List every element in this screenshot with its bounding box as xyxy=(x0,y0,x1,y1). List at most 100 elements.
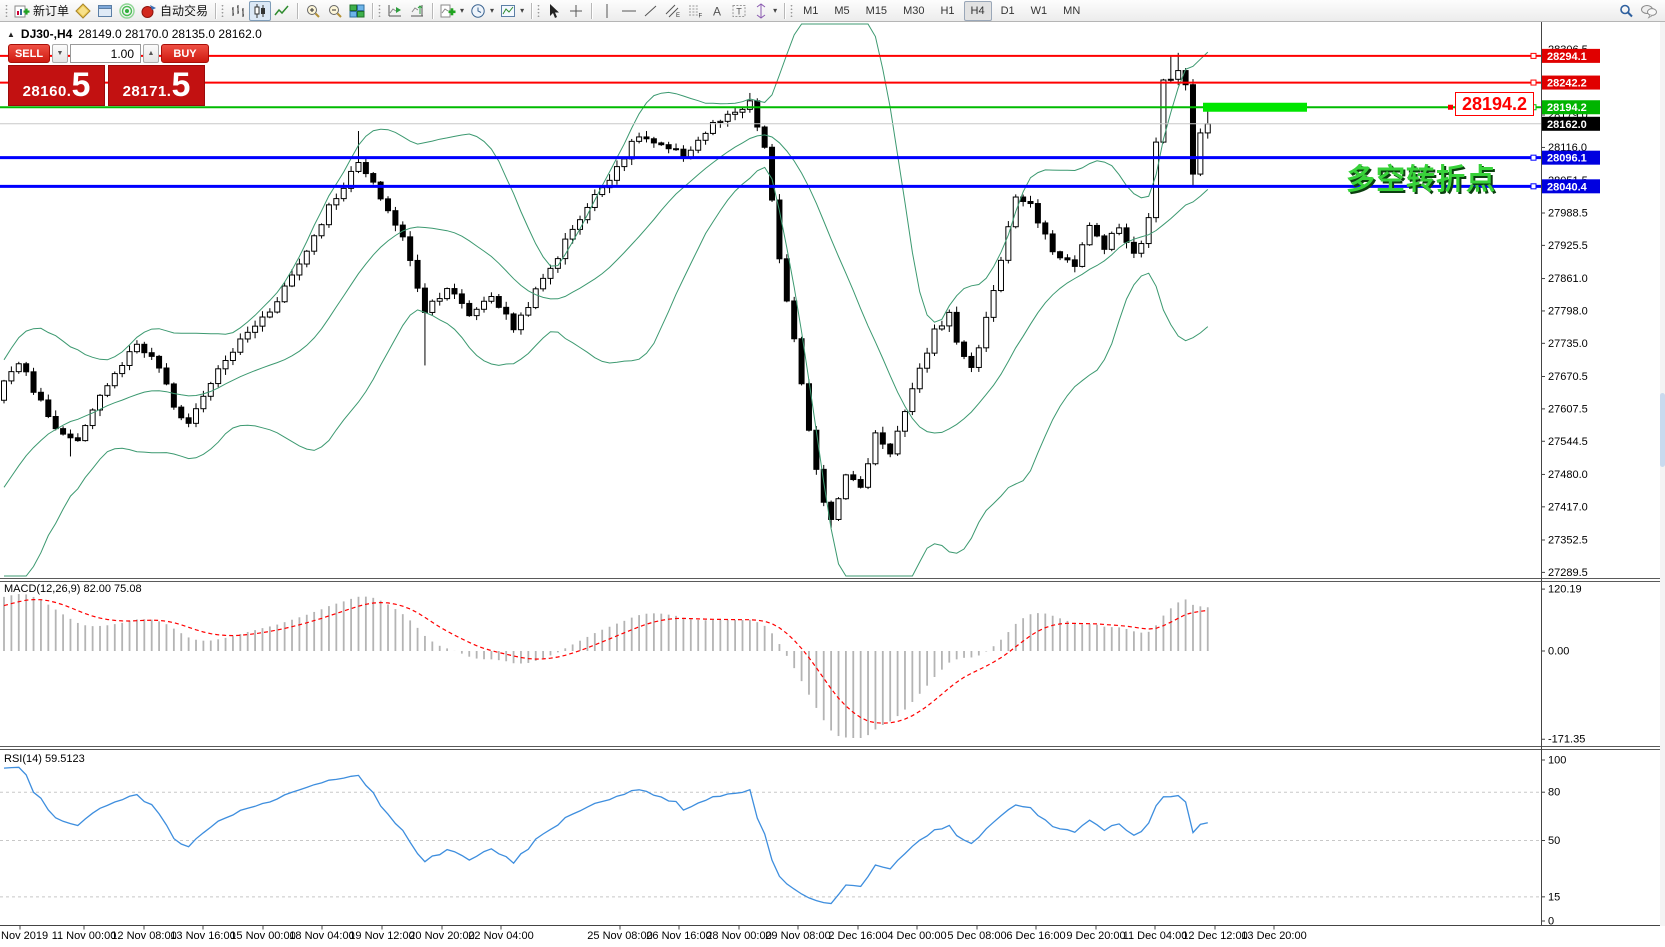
fibonacci-icon: F xyxy=(689,5,703,19)
candle-body xyxy=(961,341,968,357)
candle-body xyxy=(1123,227,1130,243)
timeframe-button-mn[interactable]: MN xyxy=(1063,4,1081,17)
toolbar-grip[interactable] xyxy=(378,3,382,18)
candle-body xyxy=(1116,227,1123,234)
volume-input[interactable]: 1.00 xyxy=(70,44,141,63)
toolbar-grip[interactable] xyxy=(5,3,8,18)
volume-increase-button[interactable]: ▲ xyxy=(143,44,159,63)
autotrading-button[interactable]: 自动交易 xyxy=(138,1,211,21)
price-tick-label: 27670.5 xyxy=(1548,371,1588,383)
candle-body xyxy=(894,430,901,455)
candle-body xyxy=(754,100,761,128)
indicators-button[interactable]: ▾ xyxy=(437,1,467,21)
horizontal-line-button[interactable] xyxy=(618,1,640,21)
time-tick-label: 2 Dec 16:00 xyxy=(828,930,888,942)
signals-button[interactable] xyxy=(116,1,138,21)
timeframe-button-m30[interactable]: M30 xyxy=(903,4,925,17)
fibonacci-button[interactable]: F xyxy=(684,1,706,21)
collapse-panel-icon[interactable]: ▲ xyxy=(7,29,15,39)
candle-body xyxy=(798,338,805,385)
text-button[interactable]: A xyxy=(706,1,728,21)
time-tick-label: 4 Dec 00:00 xyxy=(887,930,947,942)
chat-button[interactable] xyxy=(1637,1,1661,21)
candle-body xyxy=(148,352,155,357)
cursor-button[interactable] xyxy=(543,1,565,21)
symbols-button[interactable] xyxy=(72,1,94,21)
candle-body xyxy=(377,181,384,200)
sell-price-box[interactable]: 28160. 5 xyxy=(8,65,105,106)
periods-button[interactable]: ▾ xyxy=(467,1,497,21)
timeframe-button-d1[interactable]: D1 xyxy=(1000,4,1015,17)
timeframe-button-w1[interactable]: W1 xyxy=(1030,4,1048,17)
candle-body xyxy=(303,250,310,265)
candle-body xyxy=(1145,217,1152,245)
text-label-button[interactable]: T xyxy=(728,1,750,21)
hline-handle xyxy=(1530,183,1537,190)
buy-price-box[interactable]: 28171. 5 xyxy=(108,65,205,106)
arrows-button[interactable]: ▾ xyxy=(750,1,780,21)
candle-body xyxy=(1064,257,1071,261)
candle-body xyxy=(968,355,975,368)
auto-scroll-button[interactable] xyxy=(384,1,406,21)
toolbar-grip[interactable] xyxy=(790,3,794,18)
equidistant-channel-button[interactable]: E xyxy=(662,1,684,21)
sell-button[interactable]: SELL xyxy=(8,44,50,63)
candle-body xyxy=(835,498,842,520)
hline-handle xyxy=(1530,52,1537,59)
new-order-button[interactable]: 新订单 xyxy=(11,1,72,21)
bar-chart-button[interactable] xyxy=(227,1,249,21)
terminal-button[interactable] xyxy=(94,1,116,21)
templates-button[interactable]: ▾ xyxy=(497,1,527,21)
sell-price-main: 28160. xyxy=(22,83,72,100)
timeframe-button-m1[interactable]: M1 xyxy=(803,4,819,17)
time-tick-label: 9 Dec 20:00 xyxy=(1066,930,1126,942)
candle-body xyxy=(525,307,532,316)
toolbar-grip[interactable] xyxy=(221,3,225,18)
candle-body xyxy=(510,313,517,331)
timeframe-button-m5[interactable]: M5 xyxy=(834,4,850,17)
candle-body xyxy=(547,267,554,279)
hline-price-label-box xyxy=(1542,116,1600,131)
candle-body xyxy=(739,108,746,113)
toolbar-grip[interactable] xyxy=(537,3,541,18)
cursor-icon xyxy=(550,3,560,18)
zoom-out-button[interactable] xyxy=(324,1,346,21)
equidistant-channel-icon: E xyxy=(665,4,680,19)
timeframe-button-h4[interactable]: H4 xyxy=(963,0,992,21)
candle-body xyxy=(126,351,133,366)
candle-body xyxy=(909,388,916,413)
turning-point-annotation[interactable]: 多空转折点 xyxy=(1346,164,1497,196)
tile-windows-button[interactable] xyxy=(346,1,368,21)
timeframe-button-m15[interactable]: M15 xyxy=(865,4,888,17)
candle-body xyxy=(133,343,140,353)
time-tick-label: 11 Nov 00:00 xyxy=(51,930,117,942)
crosshair-button[interactable] xyxy=(565,1,587,21)
candle-body xyxy=(488,296,495,302)
trendline-button[interactable] xyxy=(640,1,662,21)
scrollbar-thumb[interactable] xyxy=(1660,393,1665,467)
search-button[interactable] xyxy=(1615,1,1637,21)
line-chart-button[interactable] xyxy=(271,1,293,21)
buy-button[interactable]: BUY xyxy=(161,44,209,63)
vertical-line-button[interactable] xyxy=(596,1,618,21)
zoom-in-button[interactable] xyxy=(302,1,324,21)
hline-handle xyxy=(1530,79,1537,86)
candle-body xyxy=(621,158,628,168)
chart-shift-button[interactable] xyxy=(406,1,428,21)
search-icon xyxy=(1620,4,1633,17)
candle-body xyxy=(938,325,945,330)
candle-body xyxy=(517,314,524,331)
toolbar-separator xyxy=(591,2,593,19)
timeframe-button-h1[interactable]: H1 xyxy=(940,4,955,17)
candle-body xyxy=(193,408,200,424)
candle-body xyxy=(362,162,369,175)
candle-body xyxy=(45,399,52,418)
vertical-scrollbar[interactable] xyxy=(1660,22,1665,926)
toolbar-separator xyxy=(372,2,374,19)
candlestick-chart-button[interactable] xyxy=(249,0,272,21)
price-callout-label[interactable]: 28194.2 xyxy=(1455,92,1534,116)
volume-decrease-button[interactable]: ▼ xyxy=(52,44,68,63)
zoom-out-icon xyxy=(329,4,342,18)
